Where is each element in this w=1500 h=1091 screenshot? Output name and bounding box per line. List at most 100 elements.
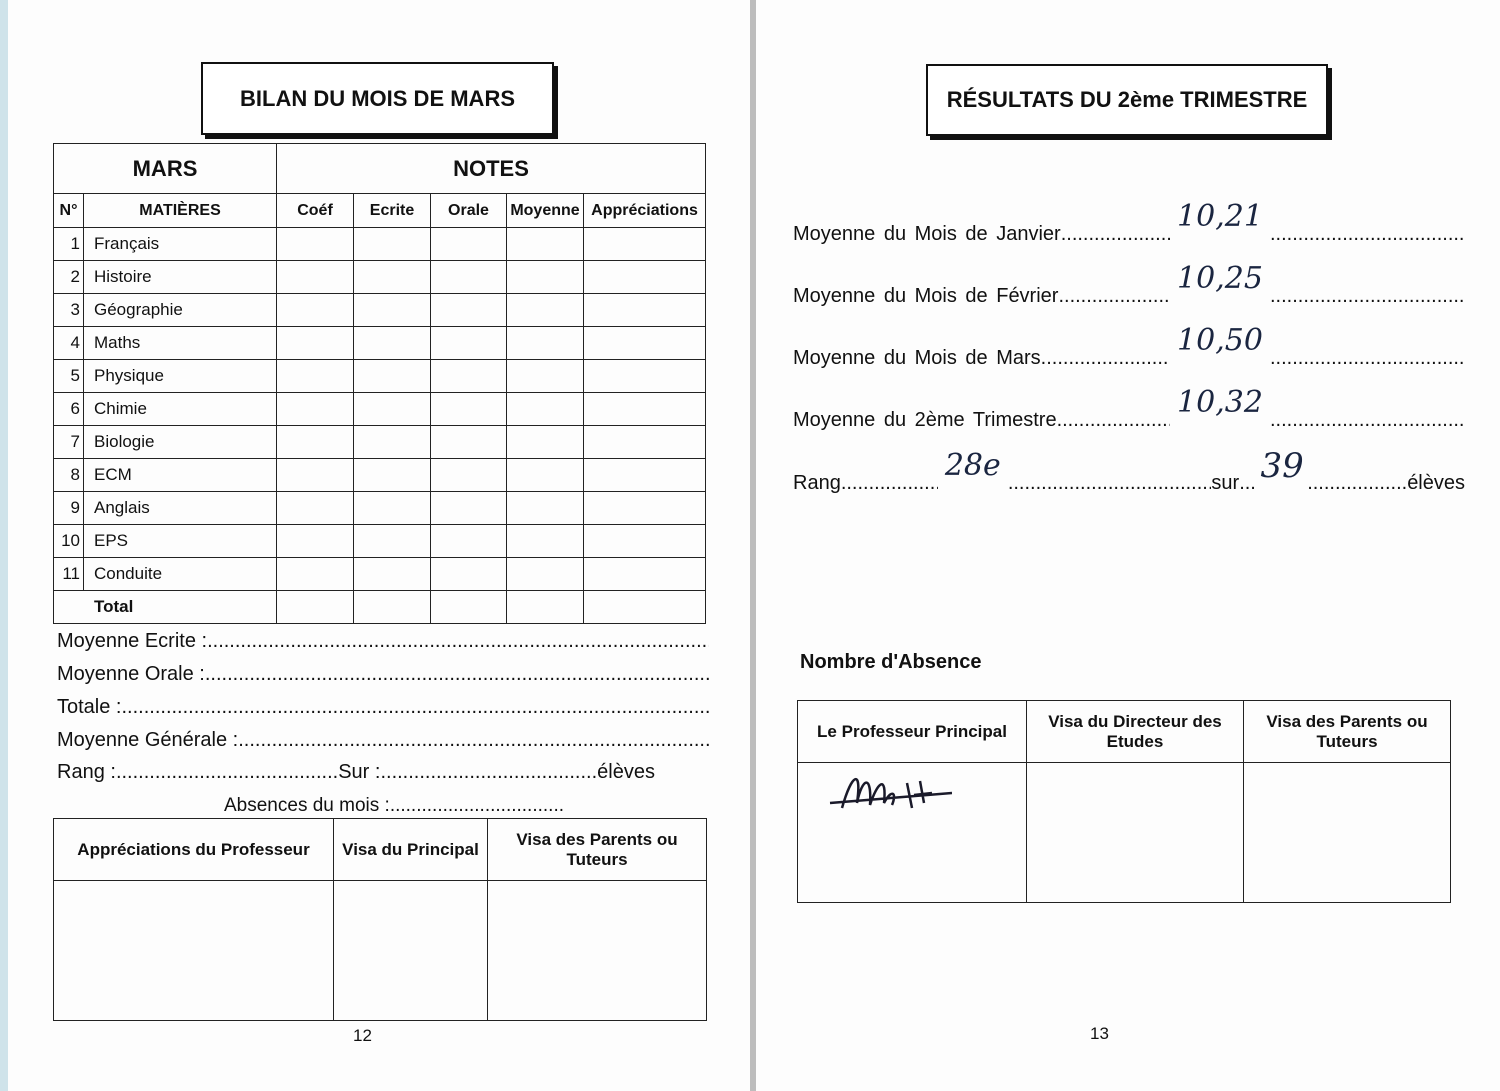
grade-cell[interactable] [353,491,431,525]
grade-cell[interactable] [582,260,707,294]
grade-cell[interactable] [582,590,707,624]
grade-cell[interactable] [353,359,431,393]
prof-principal-header: Le Professeur Principal [797,700,1027,763]
grade-cell[interactable] [353,260,431,294]
summary-field: Totale :................................… [57,696,709,718]
subject-name: Français [83,227,277,261]
column-header: Moyenne [506,193,584,228]
table-row: 7 Biologie [53,425,707,459]
grade-cell[interactable] [582,227,707,261]
grade-cell[interactable] [353,590,431,624]
grade-cell[interactable] [582,524,707,558]
grade-cell[interactable] [506,260,584,294]
row-number: 2 [53,260,84,294]
grade-cell[interactable] [430,293,507,327]
average-label: Moyenne du Mois de Janvier [793,223,1061,245]
average-handwritten: 10,32 [1177,385,1263,420]
grade-cell[interactable] [582,491,707,525]
grade-cell[interactable] [430,491,507,525]
grade-cell[interactable] [582,425,707,459]
appreciations-cell [53,880,334,1021]
right-title-box: RÉSULTATS DU 2ème TRIMESTRE [926,64,1328,136]
grade-cell[interactable] [353,293,431,327]
grade-cell[interactable] [353,458,431,492]
grade-cell[interactable] [506,458,584,492]
average-field: Moyenne du 2ème Trimestre...............… [793,385,1465,432]
grade-cell[interactable] [430,425,507,459]
subject-name: Physique [83,359,277,393]
grade-cell[interactable] [353,425,431,459]
total-label: Total [53,590,277,624]
grade-cell[interactable] [276,227,354,261]
grade-cell[interactable] [276,524,354,558]
appreciations-header: Appréciations du Professeur [53,818,334,881]
table-row: 8 ECM [53,458,707,492]
grade-cell[interactable] [276,458,354,492]
average-handwritten: 10,50 [1177,323,1263,358]
grade-cell[interactable] [353,557,431,591]
grade-cell[interactable] [430,392,507,426]
average-handwritten: 10,25 [1177,261,1263,296]
grade-cell[interactable] [276,392,354,426]
grade-cell[interactable] [430,557,507,591]
grade-cell[interactable] [582,392,707,426]
row-number: 7 [53,425,84,459]
row-number: 11 [53,557,84,591]
rang-line: Rang :..................................… [57,761,655,783]
grade-cell[interactable] [430,590,507,624]
directeur-header: Visa du Directeur des Etudes [1026,700,1244,763]
average-field: Moyenne du Mois de Mars.................… [793,323,1465,370]
grade-cell[interactable] [506,293,584,327]
grade-cell[interactable] [276,590,354,624]
parents-cell-right [1243,762,1451,903]
grade-cell[interactable] [276,326,354,360]
grade-cell[interactable] [353,392,431,426]
grade-cell[interactable] [353,227,431,261]
directeur-cell [1026,762,1244,903]
grade-cell[interactable] [582,326,707,360]
grade-cell[interactable] [506,392,584,426]
grade-cell[interactable] [506,524,584,558]
row-number: 6 [53,392,84,426]
grade-cell[interactable] [276,557,354,591]
grade-cell[interactable] [506,425,584,459]
grade-cell[interactable] [276,359,354,393]
average-field: Moyenne du Mois de Janvier..............… [793,199,1465,246]
rang-handwritten: 28e [944,448,1001,483]
right-visa-table: Le Professeur Principal Visa du Directeur… [797,700,1451,903]
table-row: 1 Français [53,227,707,261]
grade-cell[interactable] [582,458,707,492]
grade-cell[interactable] [506,590,584,624]
signature-icon [829,778,953,809]
grade-cell[interactable] [506,359,584,393]
grade-cell[interactable] [430,359,507,393]
grade-cell[interactable] [506,227,584,261]
absences-line: Absences du mois :......................… [224,795,565,816]
grade-cell[interactable] [430,326,507,360]
grade-cell[interactable] [582,557,707,591]
grade-cell[interactable] [582,293,707,327]
average-label: Moyenne du Mois de Mars [793,347,1041,369]
grade-cell[interactable] [276,425,354,459]
principal-cell [333,880,488,1021]
grade-cell[interactable] [353,326,431,360]
parents-header: Visa des Parents ou Tuteurs [1243,700,1451,763]
row-number: 10 [53,524,84,558]
grade-cell[interactable] [353,524,431,558]
grade-cell[interactable] [582,359,707,393]
grade-cell[interactable] [276,491,354,525]
grade-cell[interactable] [430,227,507,261]
total-students-handwritten: 39 [1260,446,1304,486]
summary-field: Moyenne Générale :......................… [57,729,709,751]
grade-cell[interactable] [276,260,354,294]
grade-cell[interactable] [430,260,507,294]
grade-cell[interactable] [506,326,584,360]
grade-cell[interactable] [430,458,507,492]
prof-signature-cell [797,762,1027,903]
grade-cell[interactable] [276,293,354,327]
grade-cell[interactable] [430,524,507,558]
grade-cell[interactable] [506,557,584,591]
subject-name: Chimie [83,392,277,426]
grade-cell[interactable] [506,491,584,525]
column-header: Orale [430,193,507,228]
